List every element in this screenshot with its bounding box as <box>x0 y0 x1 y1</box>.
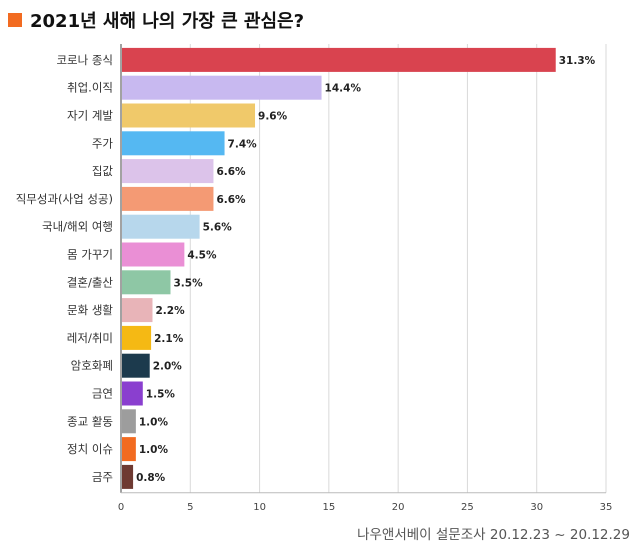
chart-title: 2021년 새해 나의 가장 큰 관심은? <box>30 11 305 32</box>
value-label: 0.8% <box>136 472 166 484</box>
category-label: 금주 <box>92 470 113 484</box>
value-label: 4.5% <box>187 250 217 262</box>
category-label: 취업.이직 <box>67 81 113 95</box>
bar <box>122 159 214 184</box>
value-label: 5.6% <box>203 222 233 234</box>
bar <box>122 103 256 128</box>
x-tick-label: 0 <box>118 502 124 513</box>
category-label: 암호화폐 <box>71 359 113 373</box>
bar <box>122 270 171 295</box>
category-label: 집값 <box>92 164 114 178</box>
x-tick-label: 20 <box>392 502 405 513</box>
category-label: 자기 계발 <box>67 109 113 123</box>
bar <box>122 47 556 72</box>
category-label: 주가 <box>92 136 114 150</box>
category-label: 결혼/출산 <box>67 275 114 289</box>
category-label: 국내/해외 여행 <box>42 220 113 234</box>
bar <box>122 214 200 239</box>
category-label: 몸 가꾸기 <box>67 248 113 262</box>
x-tick-label: 10 <box>253 502 266 513</box>
x-tick-label: 35 <box>600 502 613 513</box>
value-label: 2.2% <box>155 305 185 317</box>
category-label: 레저/취미 <box>67 331 113 345</box>
value-label: 6.6% <box>216 194 246 206</box>
bar <box>122 242 185 267</box>
value-label: 14.4% <box>325 83 362 95</box>
survey-source-note: 나우앤서베이 설문조사 20.12.23 ~ 20.12.29 <box>357 527 630 543</box>
bar <box>122 409 136 434</box>
value-label: 1.0% <box>139 416 169 428</box>
chart-title-row: 2021년 새해 나의 가장 큰 관심은? <box>8 6 304 34</box>
x-tick-label: 30 <box>530 502 543 513</box>
category-label: 문화 생활 <box>67 303 113 317</box>
value-label: 31.3% <box>559 55 596 67</box>
value-label: 1.0% <box>139 444 169 456</box>
category-label: 금연 <box>92 387 113 401</box>
bar <box>122 464 134 489</box>
bar <box>122 75 322 100</box>
x-tick-label: 5 <box>187 502 193 513</box>
bar-chart: 0 5 10 15 20 25 30 35 코로나 종식 31.3% 취업.이직 14.4% 자기 계발… <box>16 44 613 513</box>
bar <box>122 353 150 378</box>
value-label: 2.1% <box>154 333 184 345</box>
title-bullet-square <box>8 13 22 27</box>
x-tick-label: 15 <box>322 502 335 513</box>
x-tick-label: 25 <box>461 502 474 513</box>
value-label: 1.5% <box>146 389 176 401</box>
value-label: 6.6% <box>216 166 246 178</box>
bar <box>122 131 225 156</box>
value-label: 2.0% <box>153 361 183 373</box>
category-label: 코로나 종식 <box>56 53 113 67</box>
category-label: 직무성과(사업 성공) <box>16 192 113 206</box>
bar <box>122 186 214 211</box>
value-label: 7.4% <box>228 138 258 150</box>
bar <box>122 381 143 406</box>
bar <box>122 437 136 462</box>
bar <box>122 325 152 350</box>
category-label: 종교 활동 <box>67 414 113 428</box>
value-label: 3.5% <box>174 277 204 289</box>
value-label: 9.6% <box>258 111 288 123</box>
category-label: 정치 이슈 <box>67 442 113 456</box>
bar <box>122 298 153 323</box>
